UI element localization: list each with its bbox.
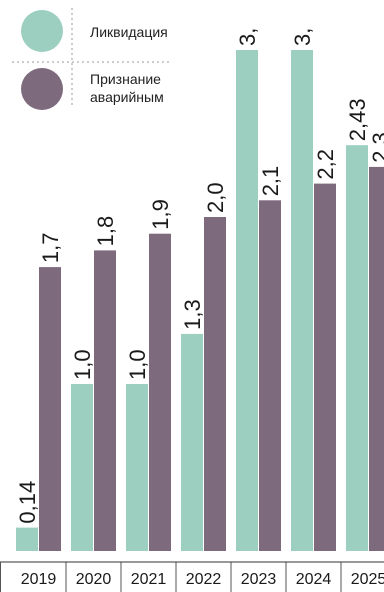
bar-emergency-2022 — [204, 217, 226, 551]
value-label-emergency-2023: 2,1 — [258, 166, 283, 197]
legend-swatch-emergency — [21, 68, 63, 110]
bar-liquidation-2025 — [346, 145, 368, 551]
value-label-liquidation-2025: 2,43 — [345, 98, 370, 141]
value-label-liquidation-2022: 1,3 — [180, 299, 205, 330]
bar-emergency-2025 — [369, 166, 384, 551]
value-label-emergency-2019: 1,7 — [38, 233, 63, 264]
value-label-liquidation-2023: 3, — [235, 28, 260, 46]
legend-label-emergency-line2: аварийным — [90, 89, 164, 105]
bars-layer — [16, 50, 384, 552]
bar-emergency-2023 — [259, 200, 281, 552]
bar-liquidation-2024 — [291, 50, 313, 551]
value-label-liquidation-2020: 1,0 — [70, 349, 95, 380]
bar-liquidation-2020 — [71, 384, 93, 551]
bar-liquidation-2021 — [126, 384, 148, 551]
value-label-emergency-2022: 2,0 — [203, 182, 228, 213]
value-labels-layer: 0,14 1,7 1,0 1,8 1,0 1,9 1,3 2,0 3, 2,1 3, 2,2 2,432… — [15, 28, 384, 524]
value-label-liquidation-2019: 0,14 — [15, 481, 40, 524]
x-tick-label-2023: 2023 — [241, 571, 277, 588]
bar-emergency-2024 — [314, 183, 336, 551]
value-label-liquidation-2021: 1,0 — [125, 349, 150, 380]
value-label-emergency-2025: 2,3 — [368, 132, 384, 163]
x-tick-label-2024: 2024 — [296, 571, 332, 588]
x-tick-label-2022: 2022 — [186, 571, 222, 588]
value-label-liquidation-2024: 3, — [290, 28, 315, 46]
bar-emergency-2020 — [94, 250, 116, 551]
value-label-emergency-2020: 1,8 — [93, 216, 118, 247]
bar-liquidation-2023 — [236, 50, 258, 551]
value-label-emergency-2024: 2,2 — [313, 149, 338, 180]
x-tick-label-2020: 2020 — [76, 571, 112, 588]
legend-label-liquidation: Ликвидация — [90, 24, 168, 40]
x-axis: 2019 2020 2021 2022 2023 2024 2025 — [0, 561, 384, 592]
bar-liquidation-2019 — [16, 527, 38, 551]
bar-emergency-2019 — [39, 267, 61, 551]
x-tick-label-2025: 2025 — [351, 571, 384, 588]
value-label-emergency-2021: 1,9 — [148, 199, 173, 230]
legend-swatch-liquidation — [21, 10, 63, 52]
x-tick-label-2019: 2019 — [21, 571, 57, 588]
legend-label-emergency-line1: Признание — [90, 71, 161, 87]
x-tick-label-2021: 2021 — [131, 571, 167, 588]
legend: Ликвидация Признание аварийным — [0, 0, 172, 112]
bar-liquidation-2022 — [181, 333, 203, 551]
bar-emergency-2021 — [149, 233, 171, 551]
